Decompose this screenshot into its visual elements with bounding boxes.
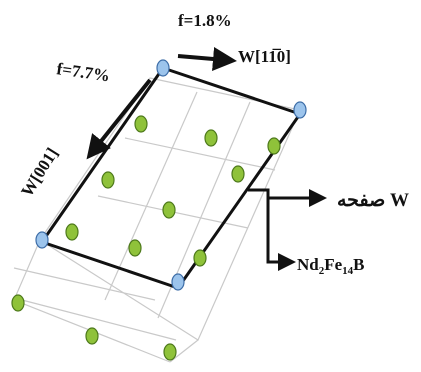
strain-label-w1: f=1.8% [178,11,232,30]
atom-green [85,327,99,345]
atom-green [101,171,115,189]
atom-green [162,201,176,219]
atom-green [193,249,207,267]
atom-green [134,115,148,133]
arrow-plane [248,188,327,207]
arrow-w1 [177,47,237,71]
compound-base-b: B [353,255,364,274]
atom-blue [293,101,307,119]
arrows [86,47,327,271]
arrow-w2 [86,78,152,160]
atom-green [65,223,79,241]
atom-green [11,294,25,312]
blue-atoms [35,59,307,291]
atom-green [204,129,218,147]
atom-blue [171,273,185,291]
compound-sub-2: 2 [319,265,325,277]
unit-cell-outline [40,66,302,290]
atom-green [267,137,281,155]
compound-base-fe: Fe [324,255,342,274]
compound-base-nd: Nd [297,255,319,274]
compound-label: Nd2Fe14B [297,255,365,277]
arrow-compound [266,198,296,271]
atom-blue [156,59,170,77]
lattice-grid [13,77,301,363]
plane-label: صفحه W [337,190,409,211]
strain-label-w2: f=7.7% [55,59,111,85]
green-atoms [11,115,281,361]
direction-label-w2: W[001] [17,144,62,200]
compound-sub-14: 14 [342,265,354,277]
atom-blue [35,231,49,249]
direction-label-w1: W[11̅0] [238,47,291,66]
atom-green [231,165,245,183]
atom-green [163,343,177,361]
atom-green [128,239,142,257]
